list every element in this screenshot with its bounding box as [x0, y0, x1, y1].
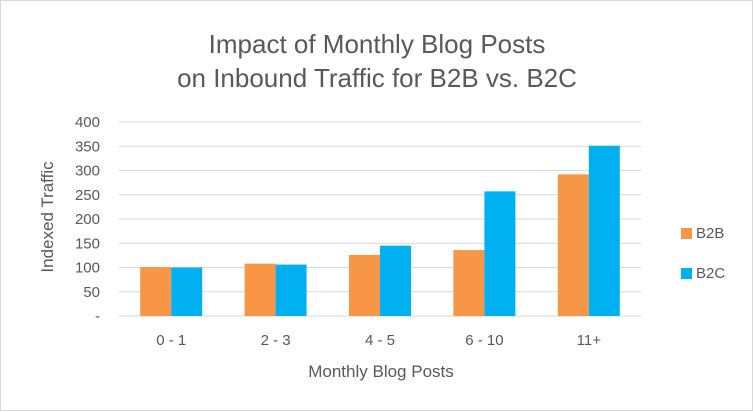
legend-label-b2b: B2B — [696, 225, 724, 242]
chart-title-line-2: on Inbound Traffic for B2B vs. B2C — [177, 63, 577, 93]
x-tick-label: 11+ — [577, 332, 602, 349]
bar-b2c-4 — [588, 145, 620, 316]
bar-b2b-2 — [349, 254, 380, 316]
bar-b2c-1 — [275, 264, 307, 316]
bar-b2c-2 — [380, 245, 411, 316]
bars — [140, 145, 620, 316]
y-axis-label: Indexed Traffic — [38, 161, 57, 273]
bar-b2b-4 — [557, 174, 589, 316]
chart-title-line-1: Impact of Monthly Blog Posts — [209, 29, 546, 59]
bar-b2b-1 — [244, 263, 276, 316]
bar-b2b-0 — [140, 267, 172, 316]
y-tick-label: 250 — [75, 187, 100, 204]
x-tick-label: 2 - 3 — [261, 332, 291, 349]
y-tick-label: 400 — [75, 114, 100, 131]
x-tick-label: 0 - 1 — [156, 332, 186, 349]
gridlines — [119, 121, 641, 317]
legend-label-b2c: B2C — [696, 265, 725, 282]
y-tick-label: 150 — [75, 235, 100, 252]
x-tick-label: 6 - 10 — [465, 332, 503, 349]
x-axis-label: Monthly Blog Posts — [308, 362, 454, 381]
bar-b2b-3 — [453, 250, 485, 316]
legend: B2B B2C — [681, 225, 725, 282]
bar-b2c-3 — [484, 191, 516, 316]
legend-swatch-b2c — [681, 268, 692, 279]
y-tick-label: 50 — [83, 284, 100, 301]
y-tick-label: 200 — [75, 211, 100, 228]
legend-swatch-b2b — [681, 228, 692, 239]
y-tick-labels: - 50 100 150 200 250 300 350 400 — [75, 114, 100, 325]
x-tick-labels: 0 - 1 2 - 3 4 - 5 6 - 10 11+ — [156, 332, 601, 349]
y-tick-label: 350 — [75, 138, 100, 155]
bar-b2c-0 — [171, 267, 203, 316]
y-tick-label: - — [95, 308, 100, 325]
y-tick-label: 300 — [75, 163, 100, 180]
y-tick-label: 100 — [75, 260, 100, 277]
x-tick-label: 4 - 5 — [365, 332, 395, 349]
